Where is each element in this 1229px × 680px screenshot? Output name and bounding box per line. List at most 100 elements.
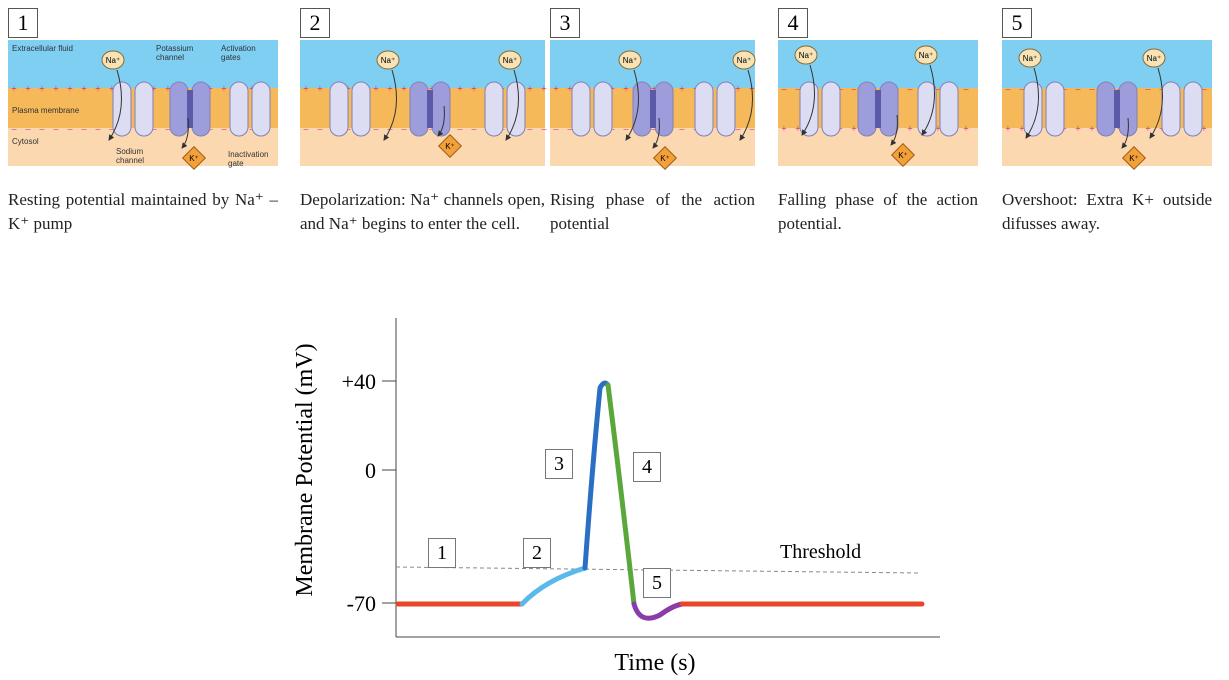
- y-tick-label: +40: [342, 369, 376, 394]
- channel-half: [632, 81, 652, 137]
- charge-mark: –: [781, 84, 788, 95]
- membrane-label: Inactivation gate: [228, 150, 269, 168]
- charge-mark: –: [1145, 84, 1152, 95]
- charge-mark: –: [457, 124, 464, 135]
- stage-label: 4: [633, 452, 661, 482]
- ion-arrow: [1121, 117, 1129, 149]
- charge-mark: –: [1089, 84, 1096, 95]
- charge-mark: –: [317, 124, 324, 135]
- charge-mark: +: [935, 124, 941, 135]
- charge-mark: +: [781, 124, 787, 135]
- charge-mark: +: [735, 84, 741, 95]
- channel-half: [716, 81, 736, 137]
- panel-number: 3: [550, 8, 580, 38]
- charge-mark: +: [1019, 124, 1025, 135]
- charge-mark: +: [67, 84, 73, 95]
- channel-half: [857, 81, 877, 137]
- ion-arrow: [625, 69, 639, 141]
- charge-mark: +: [1005, 124, 1011, 135]
- charge-mark: –: [11, 124, 18, 135]
- charge-mark: +: [679, 84, 685, 95]
- na-ion: [101, 50, 125, 70]
- ion-arrow: [437, 105, 445, 137]
- ion-label: Na⁺: [381, 56, 395, 65]
- membrane-label: Activation gates: [221, 44, 256, 62]
- membrane-label: Potassium channel: [156, 44, 194, 62]
- charge-mark: +: [907, 124, 913, 135]
- membrane-label: Extracellular fluid: [12, 44, 73, 53]
- ion-label: Na⁺: [1147, 54, 1161, 63]
- charge-mark: +: [963, 124, 969, 135]
- channel-half: [1183, 81, 1203, 137]
- charge-mark: –: [81, 124, 88, 135]
- rising-segment: [582, 380, 611, 571]
- na-ion: [618, 50, 642, 70]
- channel-half: [1023, 81, 1043, 137]
- charge-mark: –: [151, 124, 158, 135]
- charge-mark: +: [95, 84, 101, 95]
- charge-mark: +: [151, 84, 157, 95]
- ion-arrow: [181, 117, 189, 149]
- depolarization-segment: [519, 565, 588, 607]
- charge-mark: +: [221, 84, 227, 95]
- channel-half: [351, 81, 371, 137]
- ion-label: Na⁺: [737, 56, 751, 65]
- charge-mark: –: [67, 124, 74, 135]
- na-ion: [498, 50, 522, 70]
- stage-label: 1: [428, 538, 456, 568]
- channel-half: [593, 81, 613, 137]
- ion-label: Na⁺: [503, 56, 517, 65]
- ion-arrow: [1149, 67, 1163, 139]
- channel-half: [879, 81, 899, 137]
- charge-mark: –: [1075, 84, 1082, 95]
- k-ion: [890, 142, 916, 168]
- channel-half: [191, 81, 211, 137]
- k-ion: [1121, 145, 1147, 171]
- charge-mark: +: [553, 84, 559, 95]
- panel-number: 2: [300, 8, 330, 38]
- na-ion: [1142, 48, 1166, 68]
- stage-label: 5: [643, 568, 671, 598]
- charge-mark: –: [39, 124, 46, 135]
- ion-label: Na⁺: [623, 56, 637, 65]
- channel-half: [1096, 81, 1116, 137]
- extracellular-fluid: [8, 40, 278, 88]
- charge-mark: +: [165, 84, 171, 95]
- charge-mark: +: [81, 84, 87, 95]
- channel-pore: [875, 90, 881, 128]
- panel-caption: Resting potential maintained by Na⁺ – K⁺…: [8, 190, 278, 233]
- ion-arrow: [890, 114, 898, 146]
- charge-mark: –: [1019, 84, 1026, 95]
- charge-mark: –: [963, 84, 970, 95]
- charge-mark: +: [471, 84, 477, 95]
- ion-arrow: [108, 69, 122, 141]
- charge-mark: +: [541, 84, 547, 95]
- charge-mark: –: [907, 84, 914, 95]
- k-ion: [652, 145, 678, 171]
- ion-arrow: [652, 117, 660, 149]
- ion-label: Na⁺: [799, 51, 813, 60]
- ion-label: K⁺: [445, 142, 455, 151]
- y-tick-label: -70: [347, 591, 376, 616]
- stage-label: 3: [545, 449, 573, 479]
- na-ion: [914, 45, 938, 65]
- ion-arrow: [801, 64, 815, 136]
- charge-mark: +: [1201, 124, 1207, 135]
- channel-pore: [187, 90, 193, 128]
- charge-mark: +: [1089, 124, 1095, 135]
- channel-half: [484, 81, 504, 137]
- channel-half: [821, 81, 841, 137]
- charge-mark: +: [1075, 124, 1081, 135]
- panel-caption: Rising phase of the action potential: [550, 190, 755, 233]
- charge-mark: +: [25, 84, 31, 95]
- charge-mark: –: [567, 124, 574, 135]
- charge-mark: +: [317, 84, 323, 95]
- stage-label: 2: [523, 538, 551, 568]
- k-ion: [181, 145, 207, 171]
- charge-mark: –: [1201, 84, 1208, 95]
- y-tick-label: 0: [365, 458, 376, 483]
- charge-mark: –: [165, 124, 172, 135]
- charge-mark: –: [53, 124, 60, 135]
- ion-arrow: [505, 69, 519, 141]
